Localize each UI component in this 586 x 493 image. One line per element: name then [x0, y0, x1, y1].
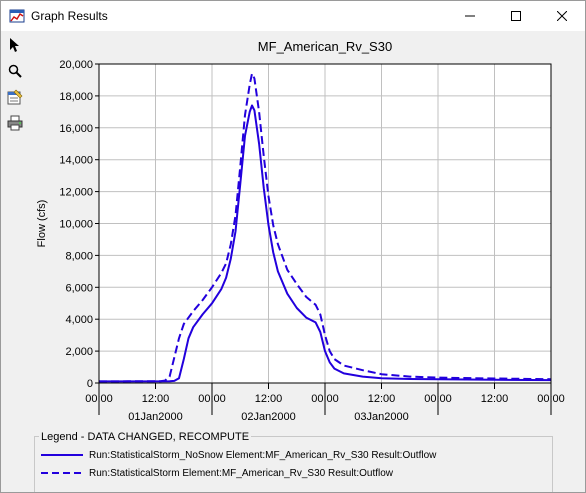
x-tick-label: 00:00 — [85, 393, 113, 405]
y-axis-label: Flow (cfs) — [36, 200, 48, 248]
y-tick-label: 6,000 — [65, 282, 93, 294]
solid-line-swatch — [41, 454, 83, 456]
chart-panel: 0 2,000 4,000 6,000 8,000 10,000 12,000 14,000 1… — [29, 31, 585, 492]
y-tick-label: 20,000 — [59, 59, 93, 71]
x-tick-label: 00:00 — [311, 393, 339, 405]
y-tick-label: 18,000 — [59, 91, 93, 103]
plot-frame — [98, 63, 552, 384]
y-tick-label: 2,000 — [65, 346, 93, 358]
legend-box — [34, 436, 553, 492]
legend-label-storm: Run:StatisticalStorm Element:MF_American… — [89, 467, 394, 479]
day-label: 01Jan2000 — [128, 411, 182, 423]
y-tick-label: 10,000 — [59, 219, 93, 231]
properties-icon — [7, 89, 23, 105]
y-tick-label: 0 — [87, 378, 93, 390]
y-tick-label: 16,000 — [59, 123, 93, 135]
x-tick-label: 12:00 — [368, 393, 396, 405]
x-tick-label: 12:00 — [255, 393, 283, 405]
day-label: 03Jan2000 — [354, 411, 408, 423]
y-tick-label: 14,000 — [59, 155, 93, 167]
x-tick-label: 00:00 — [198, 393, 226, 405]
magnifier-icon — [8, 64, 22, 78]
series-line-storm-outflow — [98, 72, 552, 383]
series-line-nosnow-outflow — [98, 104, 552, 383]
graph-app-icon — [9, 9, 25, 23]
y-tick-label: 8,000 — [65, 250, 93, 262]
title-bar: Graph Results — [1, 1, 585, 31]
legend-title: Legend - DATA CHANGED, RECOMPUTE — [39, 431, 252, 443]
x-tick-label: 00:00 — [537, 393, 565, 405]
window-title: Graph Results — [31, 9, 108, 23]
printer-icon — [7, 115, 23, 131]
dashed-line-swatch — [41, 472, 83, 474]
minimize-button[interactable] — [447, 1, 493, 31]
y-tick-label: 4,000 — [65, 314, 93, 326]
side-toolbar — [1, 31, 29, 492]
close-icon — [557, 11, 567, 21]
zoom-tool[interactable] — [5, 61, 25, 81]
properties-tool[interactable] — [5, 87, 25, 107]
day-label: 02Jan2000 — [241, 411, 295, 423]
x-tick-label: 12:00 — [481, 393, 509, 405]
flow-chart: 0 2,000 4,000 6,000 8,000 10,000 12,000 14,000 1… — [36, 39, 565, 423]
chart-title: MF_American_Rv_S30 — [258, 39, 392, 54]
minimize-icon — [465, 15, 475, 17]
maximize-icon — [511, 11, 521, 21]
legend-label-nosnow: Run:StatisticalStorm_NoSnow Element:MF_A… — [89, 449, 437, 461]
x-tick-label: 12:00 — [142, 393, 170, 405]
print-tool[interactable] — [5, 113, 25, 133]
legend-item-nosnow: Run:StatisticalStorm_NoSnow Element:MF_A… — [41, 448, 436, 462]
legend-item-storm: Run:StatisticalStorm Element:MF_American… — [41, 466, 393, 480]
x-tick-label: 00:00 — [424, 393, 452, 405]
select-tool[interactable] — [5, 35, 25, 55]
pointer-arrow-icon — [10, 38, 19, 52]
close-button[interactable] — [539, 1, 585, 31]
y-tick-label: 12,000 — [59, 187, 93, 199]
maximize-button[interactable] — [493, 1, 539, 31]
